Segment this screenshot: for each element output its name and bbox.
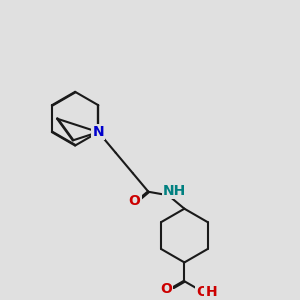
Text: O: O xyxy=(160,282,172,296)
Text: H: H xyxy=(206,285,217,299)
Text: O: O xyxy=(129,194,140,208)
Text: NH: NH xyxy=(163,184,186,198)
Text: N: N xyxy=(92,125,104,139)
Text: O: O xyxy=(196,285,208,299)
